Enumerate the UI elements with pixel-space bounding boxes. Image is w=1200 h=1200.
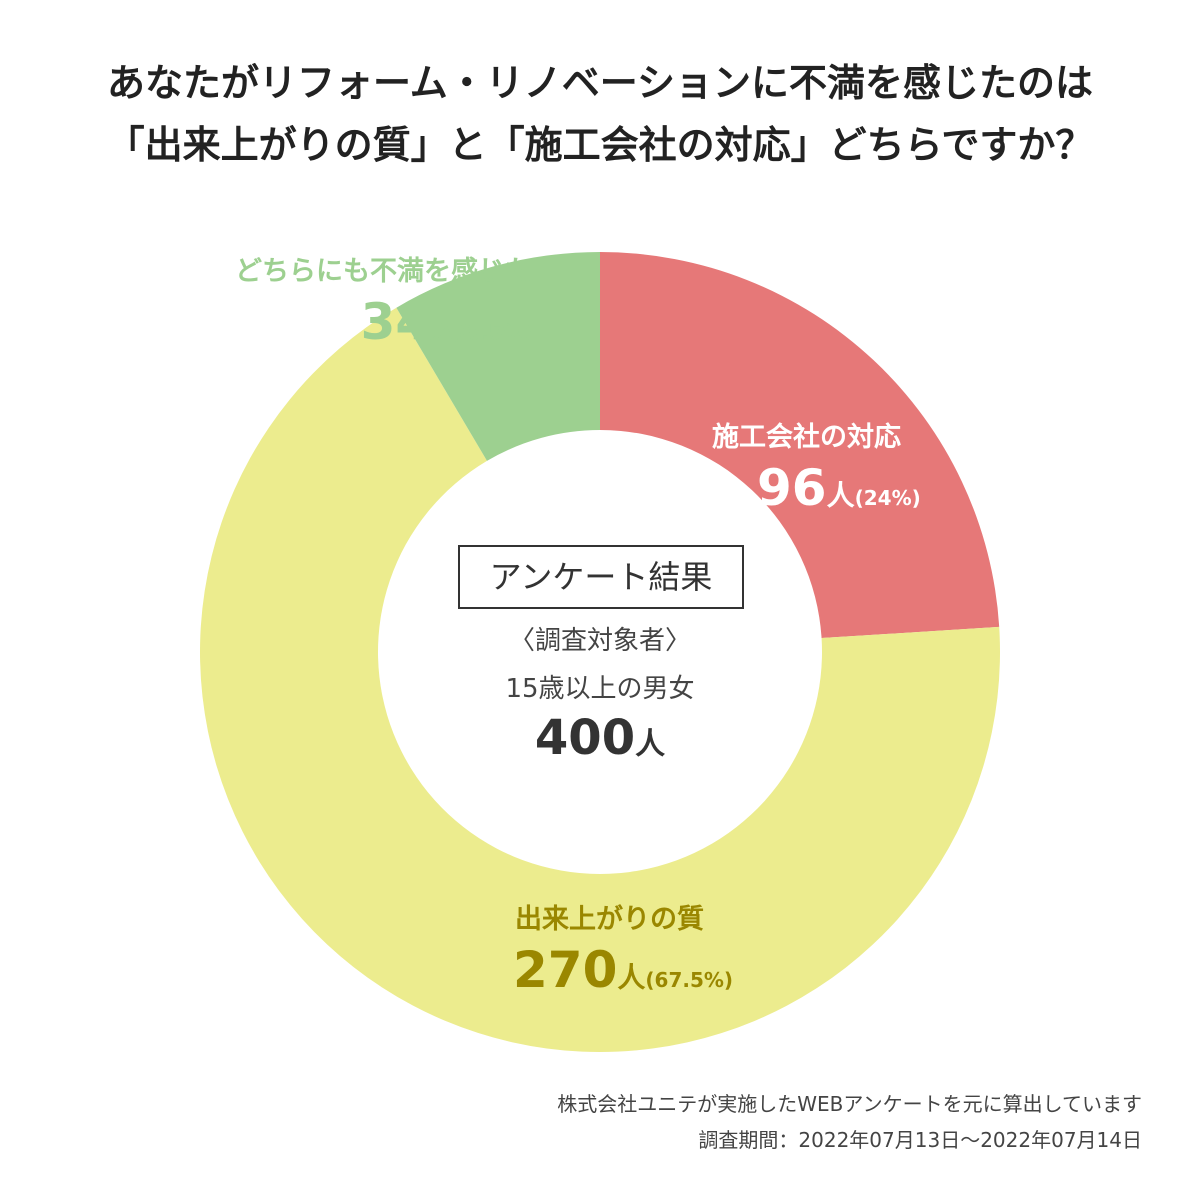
title-line-1: あなたがリフォーム・リノベーションに不満を感じたのは bbox=[106, 61, 1094, 105]
footnote-period: 調査期間：2022年07月13日～2022年07月14日 bbox=[698, 1128, 1142, 1152]
slice-contractor-response bbox=[600, 252, 1000, 639]
survey-result-box: アンケート結果 bbox=[458, 545, 744, 609]
slice-label-both: どちらにも不満を感じた 34人(8.5%) bbox=[235, 252, 532, 364]
survey-total: 400人 bbox=[400, 710, 800, 766]
slice-count-contractor-response: 96 bbox=[757, 459, 827, 517]
chart-title: あなたがリフォーム・リノベーションに不満を感じたのは 「出来上がりの質」と「施工… bbox=[0, 52, 1200, 176]
slice-name-both: どちらにも不満を感じた bbox=[235, 256, 532, 287]
slice-finished-quality bbox=[199, 307, 1001, 1052]
slice-label-finished-quality: 出来上がりの質 270人(67.5%) bbox=[513, 900, 733, 1012]
slice-count-finished-quality: 270 bbox=[513, 941, 618, 999]
slice-value-finished-quality: 270人(67.5%) bbox=[513, 940, 733, 1012]
slice-both bbox=[396, 252, 600, 461]
slice-name-contractor-response: 施工会社の対応 bbox=[712, 422, 901, 453]
slice-value-both: 34人(8.5%) bbox=[235, 292, 532, 364]
survey-subject-description: 15歳以上の男女 bbox=[505, 674, 695, 704]
slice-name-finished-quality: 出来上がりの質 bbox=[515, 904, 704, 935]
survey-total-unit: 人 bbox=[635, 727, 666, 762]
title-line-2: 「出来上がりの質」と「施工会社の対応」どちらですか？ bbox=[106, 123, 1094, 167]
survey-total-count: 400 bbox=[534, 710, 636, 766]
slice-label-contractor-response: 施工会社の対応 96人(24%) bbox=[712, 418, 921, 530]
slice-value-contractor-response: 96人(24%) bbox=[757, 458, 921, 530]
slice-percent-contractor-response: (24%) bbox=[854, 486, 921, 510]
slice-percent-both: (8.5%) bbox=[458, 320, 532, 344]
slice-unit-contractor-response: 人 bbox=[826, 479, 855, 512]
survey-subject-label: 〈調査対象者〉 bbox=[508, 626, 691, 656]
footnote-source: 株式会社ユニテが実施したWEBアンケートを元に算出しています bbox=[557, 1092, 1142, 1116]
slice-unit-both: 人 bbox=[430, 313, 459, 346]
slice-percent-finished-quality: (67.5%) bbox=[645, 968, 734, 992]
slice-unit-finished-quality: 人 bbox=[617, 961, 646, 994]
slice-count-both: 34 bbox=[360, 293, 431, 351]
